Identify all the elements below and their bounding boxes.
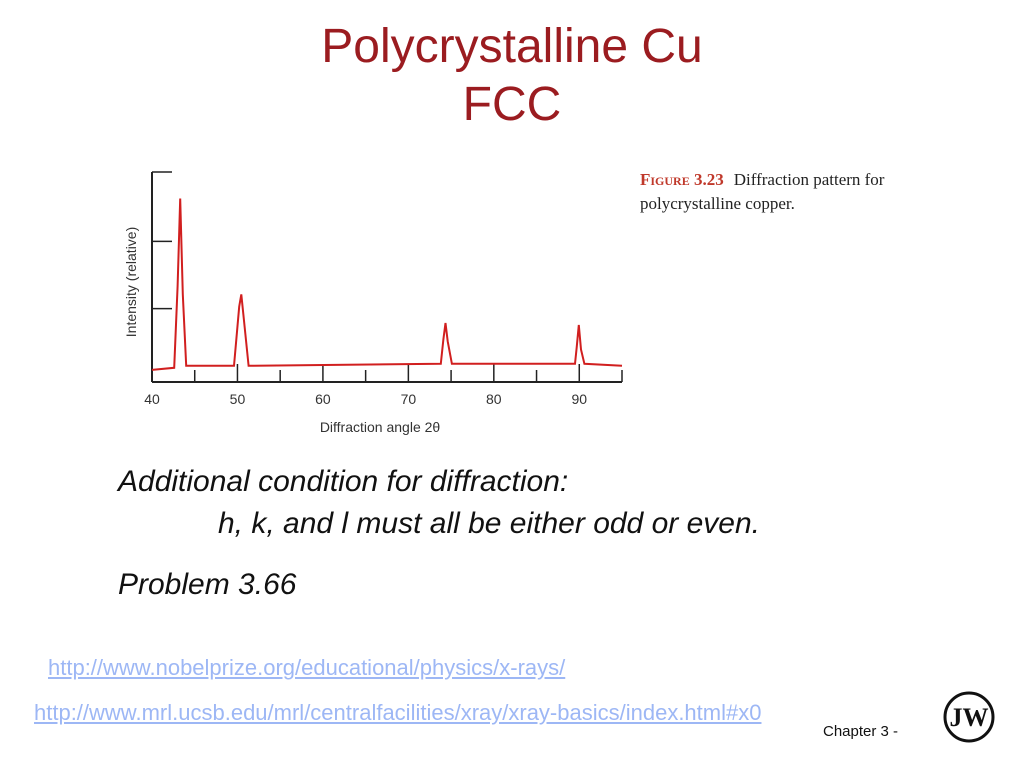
chart-svg: 40 50 60 70 80 90 Diffraction angle 2θ Intens… <box>123 171 623 435</box>
logo-letters: JW <box>950 703 989 732</box>
chart-axes <box>151 171 622 383</box>
x-tick-label: 90 <box>571 391 587 407</box>
figure-caption: Figure 3.23 Diffraction pattern for polyc… <box>640 168 970 216</box>
nobelprize-link[interactable]: http://www.nobelprize.org/educational/ph… <box>48 655 566 680</box>
chart-ticks <box>151 364 623 382</box>
slide-title: Polycrystalline Cu FCC <box>0 18 1024 134</box>
x-tick-label: 50 <box>230 391 246 407</box>
x-tick-label: 40 <box>144 391 160 407</box>
y-axis-label: Intensity (relative) <box>123 227 139 337</box>
figure-caption-text: Diffraction pattern for polycrystalline … <box>640 170 885 213</box>
wiley-logo-icon: JW <box>942 690 996 744</box>
x-tick-label: 70 <box>401 391 417 407</box>
chapter-footer: Chapter 3 - <box>823 723 899 740</box>
condition-text: h, k, and l must all be either odd or ev… <box>218 507 760 540</box>
x-tick-label: 80 <box>486 391 502 407</box>
chart-tick-labels: 40 50 60 70 80 90 <box>144 391 587 407</box>
diffraction-trace <box>151 198 623 371</box>
ucsb-xray-link[interactable]: http://www.mrl.ucsb.edu/mrl/centralfacil… <box>34 700 762 725</box>
problem-reference: Problem 3.66 <box>118 568 297 601</box>
figure-label: Figure 3.23 <box>640 170 724 189</box>
condition-heading: Additional condition for diffraction: <box>118 465 569 498</box>
title-line-2: FCC <box>462 78 562 131</box>
x-axis-label: Diffraction angle 2θ <box>320 419 441 435</box>
title-line-1: Polycrystalline Cu <box>321 20 703 73</box>
diffraction-chart: 40 50 60 70 80 90 Diffraction angle 2θ Intens… <box>110 160 640 440</box>
x-tick-label: 60 <box>315 391 331 407</box>
